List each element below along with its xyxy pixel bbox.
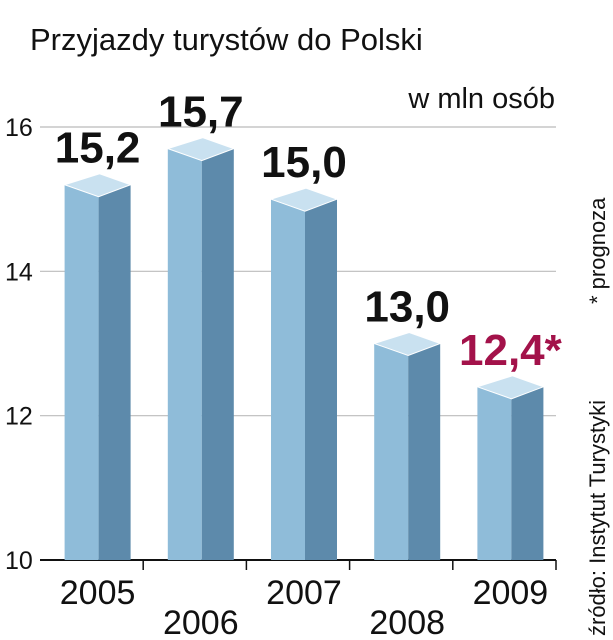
chart-title: Przyjazdy turystów do Polski [30,22,423,57]
bar-side-face [408,343,441,560]
bar-top-face [63,173,133,198]
x-tick-label-2007: 2007 [266,574,342,612]
bar-front-face [477,386,512,560]
bar-front-face [271,199,305,560]
bar-top-face [475,375,545,400]
y-tick-label: 16 [5,114,33,142]
data-label-2005: 15,2 [55,124,141,173]
bar-front-face [167,148,202,560]
bar-top-face [269,187,339,212]
y-axis-ticks: 10 12 14 16 [5,114,33,575]
x-tick-label-2006: 2006 [163,604,239,640]
x-axis-ticks: 2005 2006 2007 2008 2009 [60,560,557,640]
y-tick-label: 12 [5,403,33,431]
bar-front-face [374,343,409,560]
bar-2008 [372,331,442,560]
bar-side-face [98,184,131,560]
bar-top-face [166,137,236,162]
unit-label: w mln osób [407,83,555,115]
bar-2006 [166,137,236,560]
data-label-2006: 15,7 [158,88,244,137]
data-labels: 15,2 15,7 15,0 13,012,4* [55,88,563,375]
bar-front-face [64,184,99,560]
bar-side-face [201,148,234,560]
bars [63,137,545,560]
data-label-2009: 12,4* [459,326,563,375]
y-tick-label: 14 [5,258,33,286]
bar-2005 [63,173,133,560]
forecast-footnote: * prognoza [585,197,610,304]
data-label-2008: 13,0 [364,283,450,332]
data-label-2007: 15,0 [261,138,347,187]
source-note: źródło: Instytut Turystyki [585,400,610,636]
bar-2009 [475,375,545,560]
x-tick-label-2009: 2009 [473,574,549,612]
y-tick-label: 10 [5,547,33,575]
x-tick-label-2008: 2008 [369,604,445,640]
bar-top-face [372,331,442,357]
bar-side-face [305,199,337,560]
bar-2007 [269,187,339,560]
bar-side-face [511,386,544,560]
x-tick-label-2005: 2005 [60,574,136,612]
